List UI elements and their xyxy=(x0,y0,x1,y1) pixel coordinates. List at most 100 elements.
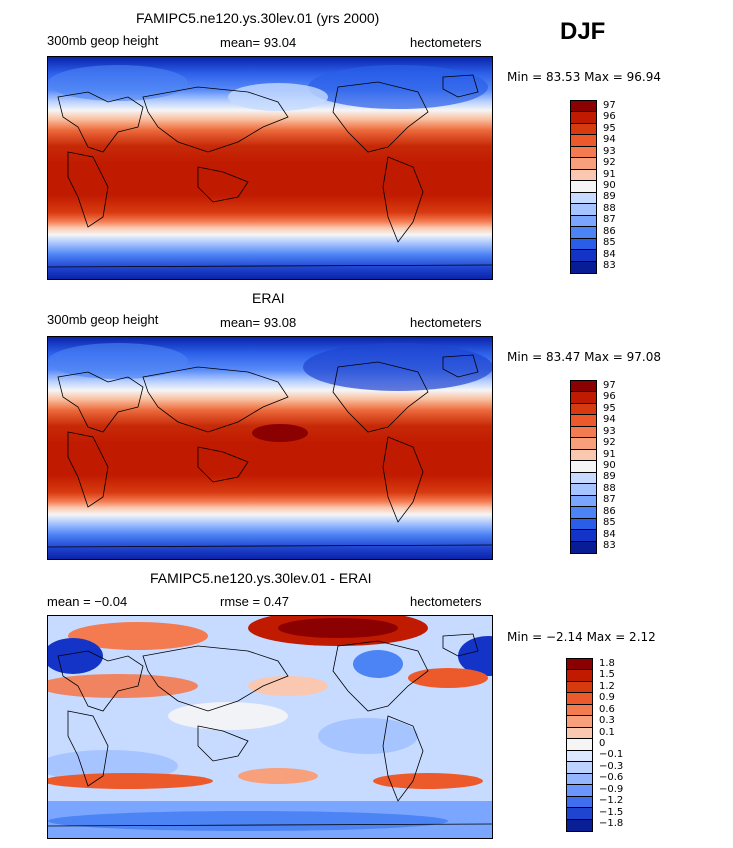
panel2-units-label: hectometers xyxy=(410,315,482,330)
colorbar-swatch xyxy=(571,438,596,450)
panel3-minmax: Min = −2.14 Max = 2.12 xyxy=(507,630,656,644)
colorbar-swatch xyxy=(567,681,592,694)
panel3-mean-label: mean = −0.04 xyxy=(47,594,128,609)
panel1-variable-label: 300mb geop height xyxy=(47,33,159,48)
panel1-minmax: Min = 83.53 Max = 96.94 xyxy=(507,70,661,84)
colorbar-tick-label: −0.9 xyxy=(599,783,624,795)
colorbar-tick-label: 83 xyxy=(603,260,616,272)
colorbar-tick-label: 87 xyxy=(603,214,616,226)
colorbar-tick-label: 0.9 xyxy=(599,692,615,704)
colorbar-swatch xyxy=(571,204,596,216)
colorbar-swatch xyxy=(567,808,592,820)
panel1-map-svg xyxy=(48,57,492,279)
colorbar-swatch xyxy=(571,541,596,553)
colorbar-tick-label: 1.8 xyxy=(599,657,615,669)
colorbar-swatch xyxy=(567,796,592,809)
colorbar-swatch xyxy=(571,192,596,205)
colorbar-tick-label: 83 xyxy=(603,540,616,552)
panel1-colorbar xyxy=(570,100,597,274)
colorbar-swatch xyxy=(567,693,592,705)
colorbar-swatch xyxy=(571,472,596,485)
panel1-units-label: hectometers xyxy=(410,35,482,50)
colorbar-swatch xyxy=(571,135,596,147)
colorbar-swatch xyxy=(567,704,592,717)
colorbar-tick-label: 87 xyxy=(603,494,616,506)
colorbar-tick-label: 91 xyxy=(603,448,616,460)
panel1-title: FAMIPC5.ne120.ys.30lev.01 (yrs 2000) xyxy=(136,10,380,26)
panel2-map xyxy=(47,336,493,560)
colorbar-swatch xyxy=(571,123,596,136)
colorbar-tick-label: 89 xyxy=(603,191,616,203)
panel1-map xyxy=(47,56,493,280)
colorbar-swatch xyxy=(571,238,596,251)
colorbar-tick-label: 95 xyxy=(603,402,616,414)
colorbar-swatch xyxy=(571,495,596,508)
colorbar-tick-label: 84 xyxy=(603,528,616,540)
colorbar-tick-label: 92 xyxy=(603,437,616,449)
colorbar-swatch xyxy=(567,659,592,671)
colorbar-swatch xyxy=(571,227,596,239)
colorbar-swatch xyxy=(571,426,596,439)
colorbar-tick-label: 95 xyxy=(603,122,616,134)
colorbar-swatch xyxy=(567,762,592,774)
panel2-title: ERAI xyxy=(252,290,285,306)
panel3-map-svg xyxy=(48,616,492,838)
panel2-minmax: Min = 83.47 Max = 97.08 xyxy=(507,350,661,364)
colorbar-tick-label: 94 xyxy=(603,134,616,146)
colorbar-tick-label: 93 xyxy=(603,145,616,157)
colorbar-swatch xyxy=(571,507,596,519)
colorbar-tick-label: 1.5 xyxy=(599,669,615,681)
colorbar-swatch xyxy=(567,819,592,831)
colorbar-tick-label: −1.8 xyxy=(599,818,624,830)
colorbar-swatch xyxy=(571,112,596,124)
colorbar-swatch xyxy=(567,670,592,682)
colorbar-tick-label: 91 xyxy=(603,168,616,180)
season-label: DJF xyxy=(560,18,606,45)
colorbar-tick-label: 90 xyxy=(603,460,616,471)
panel2-map-svg xyxy=(48,337,492,559)
colorbar-swatch xyxy=(571,381,596,393)
colorbar-tick-label: 96 xyxy=(603,111,616,123)
panel2-colorbar xyxy=(570,380,597,554)
colorbar-swatch xyxy=(571,392,596,404)
colorbar-tick-label: 0.1 xyxy=(599,726,615,738)
colorbar-tick-label: 86 xyxy=(603,225,616,237)
colorbar-swatch xyxy=(571,250,596,262)
colorbar-tick-label: −0.1 xyxy=(599,749,624,761)
colorbar-swatch xyxy=(571,484,596,496)
colorbar-tick-label: 85 xyxy=(603,517,616,529)
colorbar-tick-label: 94 xyxy=(603,414,616,426)
colorbar-tick-label: 88 xyxy=(603,202,616,214)
colorbar-tick-label: 1.2 xyxy=(599,680,615,692)
colorbar-tick-label: 89 xyxy=(603,471,616,483)
colorbar-tick-label: −1.2 xyxy=(599,795,624,807)
colorbar-tick-label: 97 xyxy=(603,379,616,391)
colorbar-tick-label: 84 xyxy=(603,248,616,260)
colorbar-swatch xyxy=(567,750,592,763)
colorbar-swatch xyxy=(571,530,596,542)
colorbar-swatch xyxy=(571,101,596,113)
panel1-mean-label: mean= 93.04 xyxy=(220,35,297,50)
colorbar-swatch xyxy=(571,518,596,531)
colorbar-swatch xyxy=(567,739,592,751)
colorbar-swatch xyxy=(571,215,596,228)
colorbar-swatch xyxy=(571,158,596,170)
colorbar-swatch xyxy=(571,449,596,462)
colorbar-swatch xyxy=(571,169,596,182)
colorbar-swatch xyxy=(571,403,596,416)
colorbar-swatch xyxy=(567,716,592,728)
colorbar-swatch xyxy=(567,785,592,797)
colorbar-swatch xyxy=(571,415,596,427)
panel2-mean-label: mean= 93.08 xyxy=(220,315,297,330)
colorbar-swatch xyxy=(571,146,596,159)
colorbar-tick-label: 0.3 xyxy=(599,715,615,727)
panel3-colorbar xyxy=(566,658,593,832)
panel3-units-label: hectometers xyxy=(410,594,482,609)
panel2-variable-label: 300mb geop height xyxy=(47,312,159,327)
colorbar-swatch xyxy=(571,181,596,193)
colorbar-tick-label: 97 xyxy=(603,99,616,111)
colorbar-swatch xyxy=(567,773,592,786)
colorbar-tick-label: 0 xyxy=(599,738,606,749)
colorbar-swatch xyxy=(571,261,596,273)
colorbar-tick-label: 90 xyxy=(603,180,616,191)
